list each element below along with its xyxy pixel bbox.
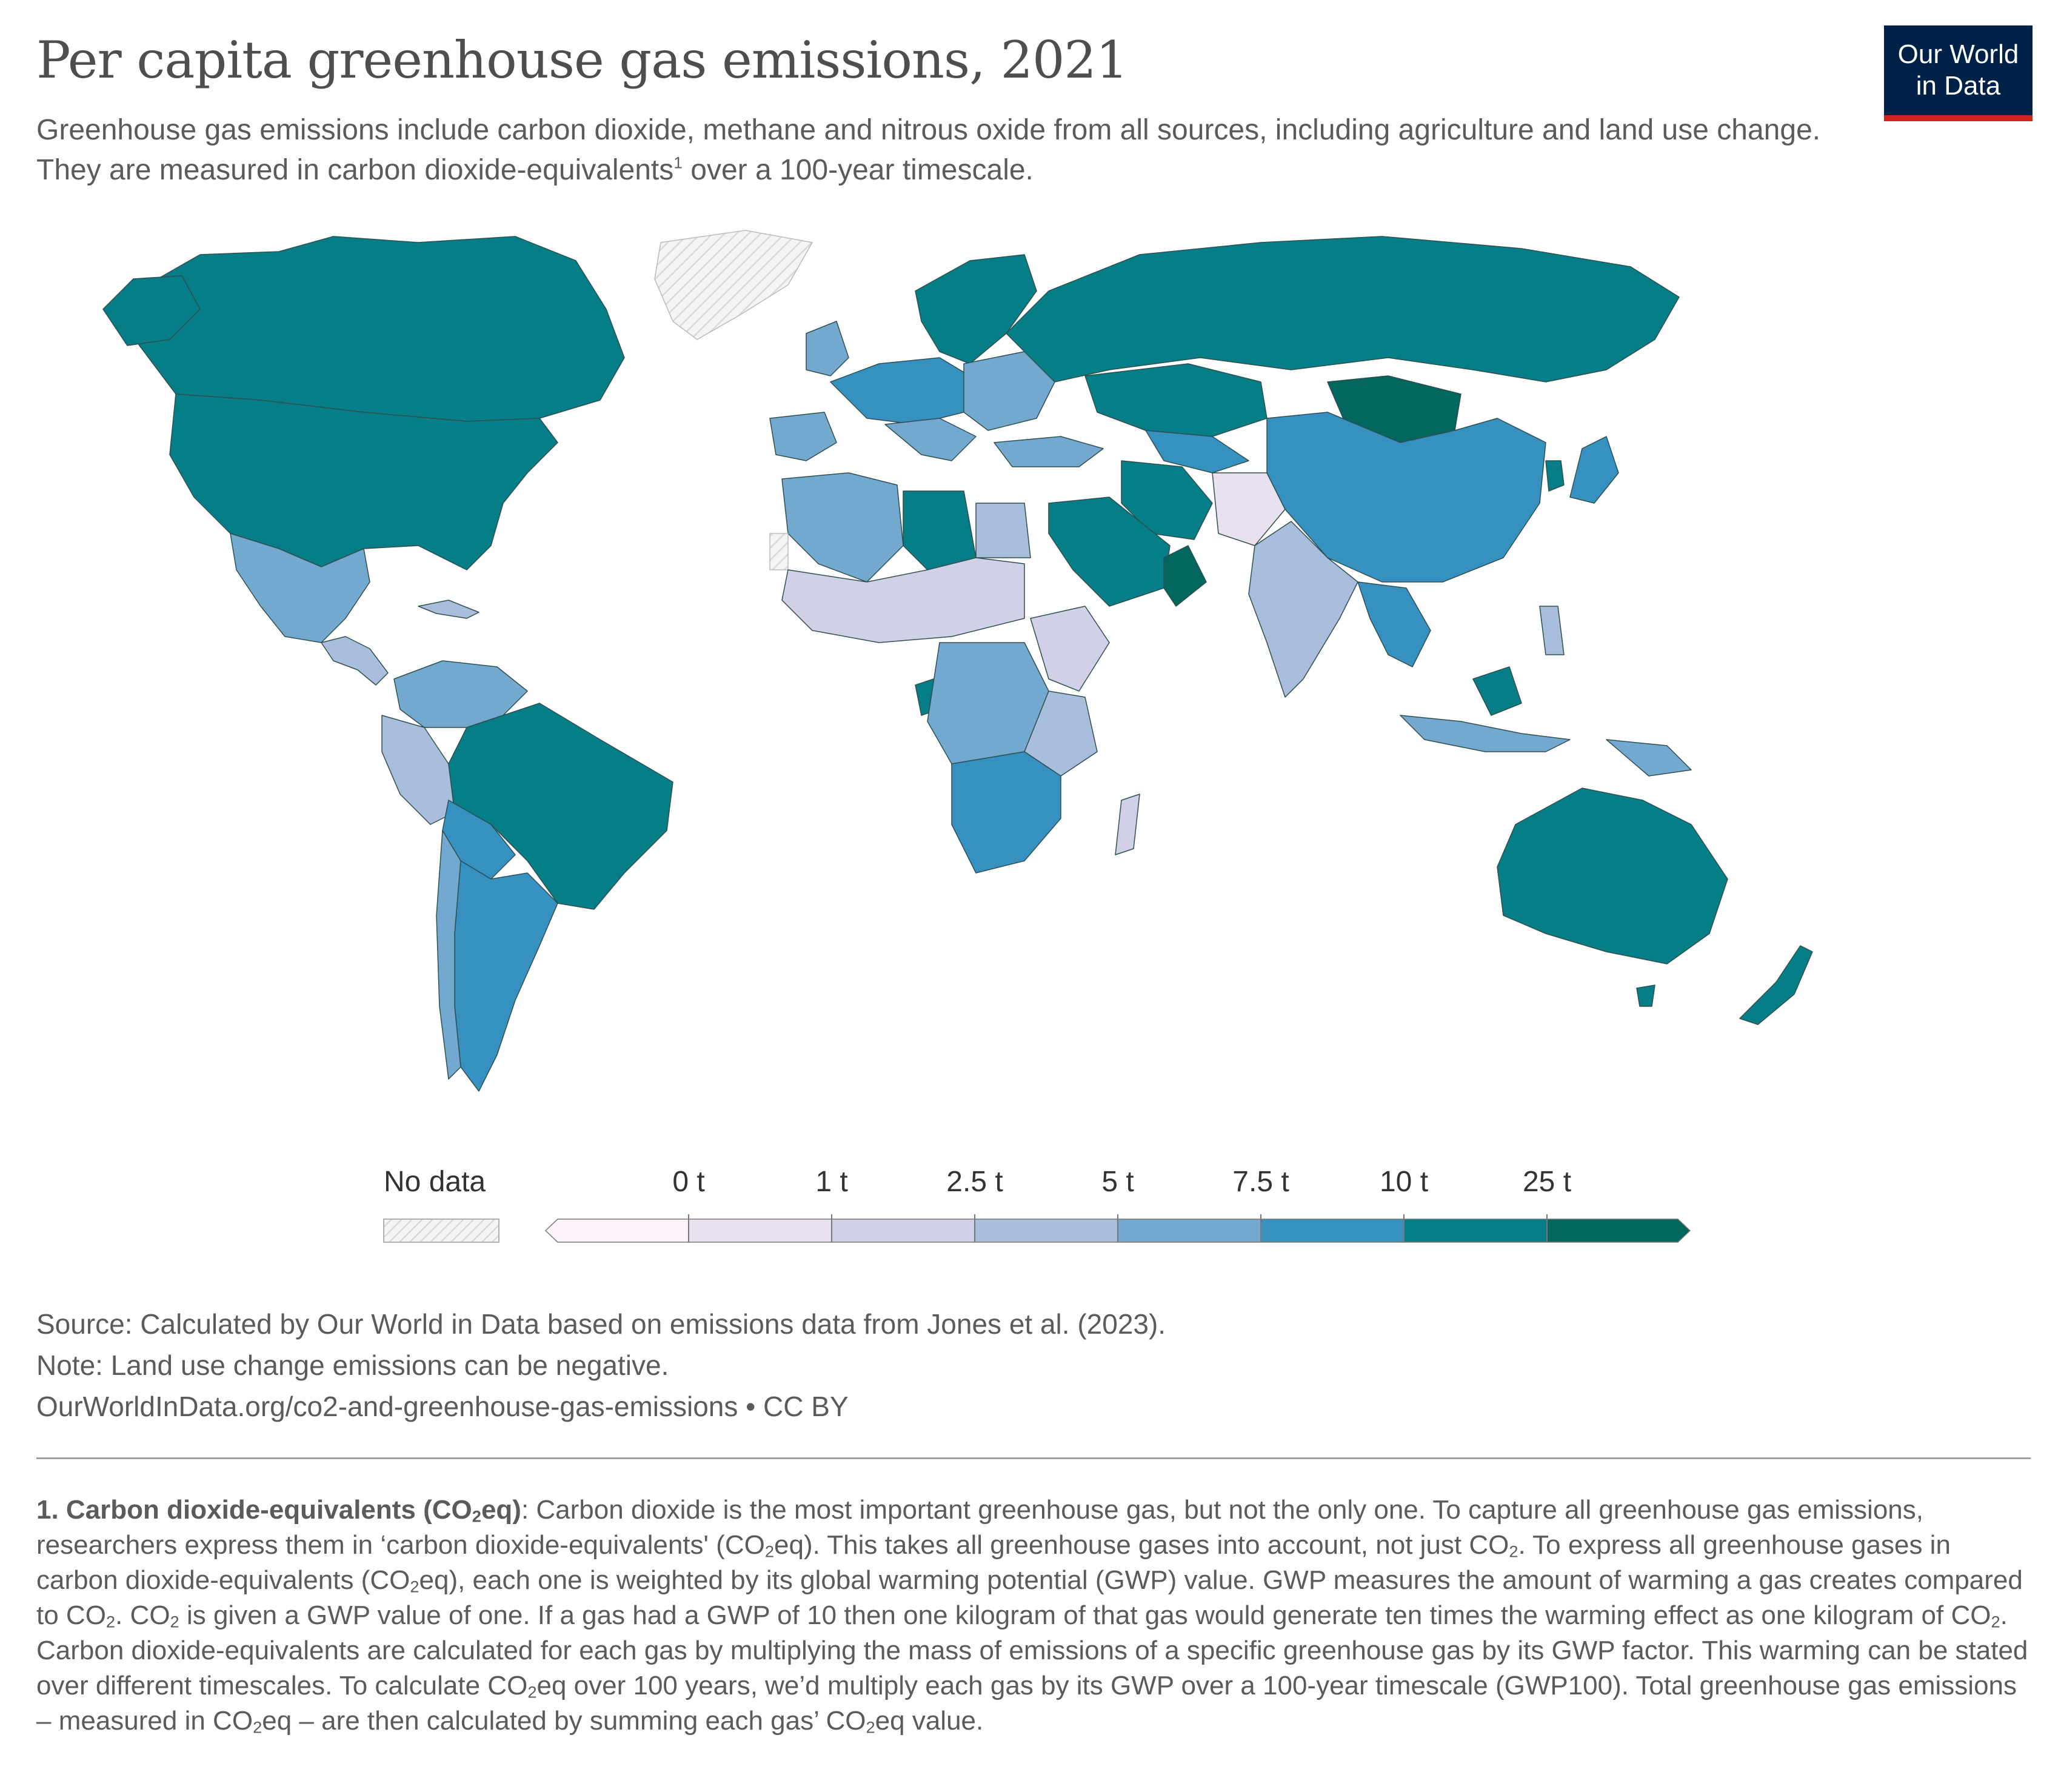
legend-swatch [688, 1219, 832, 1243]
region-western-europe[interactable] [830, 357, 970, 425]
legend: No data 0 t 1 t 2.5 t 5 t 7.5 t 10 t 25 t [383, 1166, 1691, 1243]
subtitle-text-end: over a 100-year timescale. [682, 154, 1034, 186]
legend-swatch [1117, 1219, 1261, 1243]
region-southern-africa[interactable] [951, 751, 1061, 874]
license-text: • CC BY [738, 1391, 849, 1422]
legend-swatch [1260, 1219, 1405, 1243]
region-afghanistan-pakistan[interactable] [1212, 472, 1286, 546]
region-alaska[interactable] [102, 275, 201, 346]
chart-title: Per capita greenhouse gas emissions, 202… [36, 30, 1128, 90]
region-russia[interactable] [1006, 236, 1680, 383]
region-philippines[interactable] [1539, 606, 1565, 655]
region-uk-ireland[interactable] [806, 321, 849, 376]
region-central-asia[interactable] [1145, 430, 1249, 473]
region-canada[interactable] [115, 236, 625, 422]
region-sahel[interactable] [781, 557, 1025, 643]
legend-swatch [974, 1219, 1118, 1243]
region-southeast-asia[interactable] [1357, 581, 1431, 667]
region-peru-ecuador[interactable] [381, 715, 455, 825]
region-korea[interactable] [1545, 460, 1565, 492]
region-iberia[interactable] [769, 412, 837, 461]
region-japan[interactable] [1569, 436, 1619, 504]
chart-subtitle: Greenhouse gas emissions include carbon … [36, 110, 1831, 190]
footnote: 1. Carbon dioxide-equivalents (CO2eq): C… [36, 1495, 2028, 1737]
legend-no-data-swatch [383, 1219, 499, 1243]
region-australia[interactable] [1497, 787, 1728, 965]
region-saudi-arabia[interactable] [1048, 496, 1171, 607]
legend-bin-label: 2.5 t [946, 1166, 1003, 1198]
subtitle-text: Greenhouse gas emissions include carbon … [36, 114, 1821, 186]
region-mexico[interactable] [230, 533, 370, 643]
region-western-sahara[interactable] [769, 533, 789, 570]
region-argentina[interactable] [454, 860, 558, 1092]
region-italy-balkans[interactable] [884, 418, 977, 461]
region-indonesia[interactable] [1400, 715, 1571, 752]
legend-swatch [544, 1219, 689, 1243]
url-line: OurWorldInData.org/co2-and-greenhouse-ga… [36, 1386, 2013, 1427]
region-united-states[interactable] [169, 393, 558, 570]
legend-bin-label: 25 t [1523, 1166, 1571, 1198]
footnote-marker[interactable]: 1 [673, 153, 683, 172]
region-chile[interactable] [436, 830, 461, 1080]
note-line: Note: Land use change emissions can be n… [36, 1349, 669, 1381]
legend-swatch [831, 1219, 975, 1243]
logo-line-1: Our World [1897, 39, 2019, 69]
region-oman[interactable] [1163, 545, 1207, 607]
source-line: Source: Calculated by Our World in Data … [36, 1308, 1166, 1340]
region-horn-of-africa[interactable] [1030, 606, 1110, 692]
legend-bin-label: 5 t [1101, 1166, 1134, 1198]
region-india[interactable] [1248, 521, 1358, 698]
region-morocco-algeria[interactable] [781, 472, 904, 583]
legend-bin-label: 10 t [1380, 1166, 1428, 1198]
region-new-zealand[interactable] [1739, 945, 1813, 1025]
legend-no-data-label: No data [384, 1166, 486, 1198]
legend-bin-label: 7.5 t [1232, 1166, 1289, 1198]
source-url-link[interactable]: OurWorldInData.org/co2-and-greenhouse-ga… [36, 1391, 738, 1422]
legend-bin-label: 1 t [815, 1166, 847, 1198]
region-libya[interactable] [903, 490, 977, 570]
region-greenland[interactable] [654, 230, 813, 340]
legend-swatch [1403, 1219, 1548, 1243]
region-borneo[interactable] [1472, 666, 1522, 716]
logo-line-2: in Data [1916, 71, 2001, 101]
region-egypt[interactable] [975, 503, 1031, 558]
source-notes: Source: Calculated by Our World in Data … [36, 1303, 2013, 1427]
world-map[interactable] [79, 218, 1861, 1115]
legend-swatch [1546, 1219, 1691, 1243]
region-scandinavia[interactable] [915, 254, 1037, 364]
owid-logo[interactable]: Our World in Data [1884, 25, 2033, 121]
divider [36, 1457, 2031, 1459]
legend-bin-label: 0 t [672, 1166, 704, 1198]
region-new-guinea[interactable] [1606, 739, 1692, 777]
region-iran[interactable] [1121, 460, 1213, 540]
region-kazakhstan[interactable] [1084, 363, 1268, 437]
region-tasmania[interactable] [1636, 985, 1655, 1007]
region-cuba[interactable] [418, 600, 479, 619]
region-china[interactable] [1266, 412, 1546, 583]
region-turkey[interactable] [994, 436, 1104, 467]
region-east-africa[interactable] [1024, 690, 1098, 777]
footnote-title: 1. Carbon dioxide-equivalents (CO2eq) [36, 1495, 521, 1526]
region-madagascar[interactable] [1115, 794, 1140, 855]
region-central-america[interactable] [321, 636, 389, 686]
